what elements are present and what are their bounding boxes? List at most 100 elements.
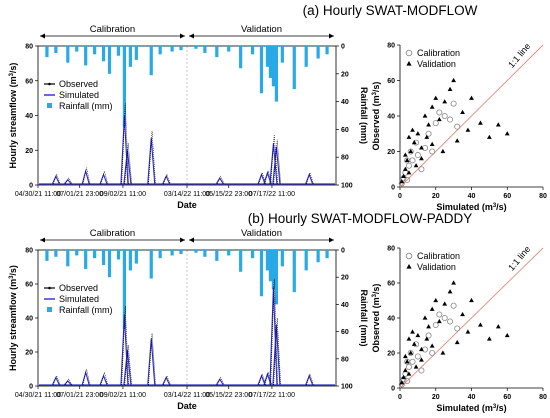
validation-point	[411, 140, 417, 145]
rainfall-bar	[203, 250, 207, 257]
validation-point	[442, 301, 448, 306]
validation-point	[442, 99, 448, 104]
validation-point	[404, 157, 410, 162]
rainfall-bar	[170, 46, 174, 52]
simulated-peak	[147, 138, 156, 184]
y2-axis-label: Rainfall (mm)	[359, 289, 369, 346]
simulated-peak	[51, 174, 60, 185]
observed-peak	[216, 376, 225, 386]
rainfall-bar	[128, 250, 132, 271]
validation-point	[422, 315, 428, 320]
x-tick-label: 80	[539, 394, 547, 401]
simulated-peak	[272, 324, 281, 386]
simulated-peak	[257, 374, 266, 386]
y2-tick-label: 100	[341, 384, 353, 391]
rainfall-bar	[122, 46, 127, 127]
validation-point	[465, 329, 471, 334]
validation-point	[419, 346, 424, 352]
validation-point	[436, 116, 442, 122]
validation-point	[426, 122, 431, 127]
one-to-one-label: 1:1 line	[506, 244, 532, 273]
observed-peak	[64, 378, 73, 386]
validation-point	[419, 357, 424, 362]
y2-axis-label: Rainfall (mm)	[359, 87, 369, 144]
calibration-point	[409, 157, 416, 164]
calibration-point	[432, 321, 439, 328]
validation-point	[406, 134, 412, 139]
legend-validation-label: Validation	[417, 59, 456, 69]
validation-point	[460, 311, 465, 317]
x-tick-label: 60	[503, 394, 511, 401]
legend-validation-marker	[406, 264, 412, 269]
calibration-point	[404, 176, 411, 183]
rainfall-bar	[194, 46, 198, 49]
y-tick-label: 60	[25, 78, 33, 85]
validation-point	[424, 336, 430, 341]
legend-calibration-marker	[405, 49, 413, 57]
legend-rainfall-label: Rainfall (mm)	[59, 305, 113, 315]
legend-rainfall-label: Rainfall (mm)	[59, 101, 113, 111]
rainfall-bar	[250, 250, 255, 259]
rainfall-bar	[84, 46, 88, 66]
validation-point	[433, 95, 439, 100]
panel-b-scatter: 1:1 line 00 20 20 40 40 60 60 80 80 CalibrationVal…	[371, 244, 547, 413]
calibration-point	[422, 346, 429, 353]
simulated-peak	[272, 146, 281, 185]
legend-observed-marker	[48, 286, 51, 290]
validation-point	[429, 141, 435, 146]
panel-a-title: (a) Hourly SWAT-MODFLOW	[303, 3, 478, 18]
legend-rainfall-swatch	[47, 307, 52, 312]
validation-point	[424, 134, 430, 139]
x-tick-label: 07/01/21 23:00	[56, 191, 103, 198]
rainfall-bar	[107, 46, 112, 74]
panel-a-scatter: 1:1 line 00 20 20 40 40 60 60 80 80 CalibrationVal…	[371, 41, 547, 212]
y-tick-label: 0	[29, 183, 33, 190]
validation-point	[486, 336, 492, 341]
y-tick-label: 0	[391, 386, 395, 393]
y-tick-label: 0	[391, 185, 395, 192]
rainfall-bar	[134, 250, 138, 264]
validation-point	[402, 353, 408, 359]
x-tick-label: 05/15/22 23:00	[205, 392, 252, 399]
observed-peak	[64, 177, 73, 185]
rainfall-bar	[122, 250, 127, 329]
observed-peak	[148, 131, 156, 184]
observed-peak	[273, 317, 281, 385]
rainfall-bar	[304, 250, 308, 271]
rainfall-bar	[66, 250, 70, 267]
observed-peak	[100, 169, 109, 185]
y-tick-label: 60	[387, 78, 395, 85]
validation-point	[419, 145, 424, 150]
validation-point	[429, 104, 435, 109]
rainfall-bar	[54, 250, 58, 257]
panel-a-timeseries: Calibration Validation 0 20 40 60 80 0 20 40 60 80 1…	[8, 24, 369, 210]
validation-point	[495, 324, 501, 329]
validation-point	[408, 148, 414, 154]
x-tick-label: 60	[503, 193, 511, 200]
validation-point	[401, 173, 406, 178]
rainfall-bar	[134, 46, 138, 60]
rainfall-bar	[268, 250, 273, 282]
rainfall-bar	[250, 46, 255, 55]
x-axis-label: Date	[177, 200, 197, 210]
observed-peak	[52, 173, 61, 185]
calibration-point	[418, 367, 425, 374]
one-to-one-label: 1:1 line	[506, 41, 532, 70]
y-axis-label: Observed (m3/s)	[371, 284, 381, 353]
rainfall-bar	[101, 46, 106, 62]
calibration-point	[425, 130, 432, 137]
rainfall-bar	[45, 46, 49, 58]
y2-tick-label: 80	[341, 356, 349, 363]
calibration-point	[436, 311, 443, 318]
simulated-peak	[305, 173, 314, 185]
y2-tick-label: 0	[341, 44, 345, 51]
validation-point	[504, 131, 510, 136]
simulated-peak	[81, 169, 90, 185]
rainfall-bar	[268, 46, 273, 78]
calibration-point	[432, 120, 439, 127]
validation-point	[433, 297, 439, 303]
y-axis-label: Hourly streamflow (m3/s)	[8, 63, 18, 169]
x-tick-label: 03/14/22 11:00	[164, 191, 210, 198]
x-tick-label: 09/02/21 11:00	[100, 191, 146, 198]
observed-peak	[124, 345, 132, 386]
